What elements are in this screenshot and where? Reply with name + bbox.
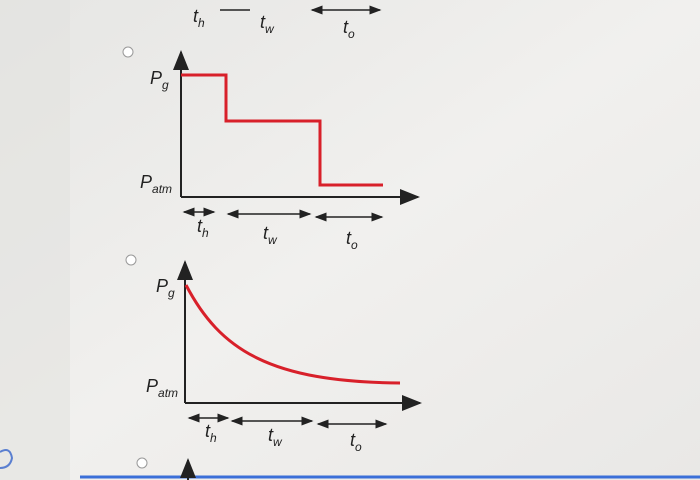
label-subscript: g	[168, 286, 175, 300]
label-base: t	[268, 425, 274, 445]
label-base: t	[350, 430, 356, 450]
label-subscript: w	[265, 22, 275, 36]
label: Pg	[150, 68, 169, 92]
label-subscript: atm	[152, 182, 172, 196]
label-base: P	[150, 68, 162, 88]
pressure-curve	[181, 73, 383, 187]
sidebar	[0, 0, 70, 480]
label: th	[193, 6, 205, 30]
label-subscript: o	[355, 440, 362, 454]
label: tw	[268, 425, 283, 449]
label: to	[343, 17, 355, 41]
label: th	[197, 216, 209, 240]
radio-button[interactable]	[136, 457, 148, 469]
label: tw	[260, 12, 275, 36]
label-base: t	[343, 17, 349, 37]
diagram	[173, 50, 420, 222]
label-base: t	[205, 421, 211, 441]
label-subscript: w	[273, 435, 283, 449]
label-base: t	[260, 12, 266, 32]
radio-button[interactable]	[125, 254, 137, 266]
diagram	[177, 260, 422, 429]
label-subscript: h	[198, 16, 205, 30]
label: Pg	[156, 276, 175, 300]
label: Patm	[140, 172, 172, 196]
label: th	[205, 421, 217, 445]
label-subscript: o	[351, 238, 358, 252]
label: Patm	[146, 376, 178, 400]
label-base: P	[146, 376, 158, 396]
label-base: t	[346, 228, 352, 248]
label: to	[350, 430, 362, 454]
radio-button[interactable]	[122, 46, 134, 58]
label-base: t	[263, 223, 269, 243]
label-subscript: h	[202, 226, 209, 240]
label: to	[346, 228, 358, 252]
label-subscript: h	[210, 431, 217, 445]
label-base: t	[197, 216, 203, 236]
label-subscript: w	[268, 233, 278, 247]
label-base: P	[156, 276, 168, 296]
label-base: P	[140, 172, 152, 192]
label-subscript: atm	[158, 386, 178, 400]
label-subscript: g	[162, 78, 169, 92]
label-subscript: o	[348, 27, 355, 41]
pressure-curve	[184, 284, 401, 385]
icon	[0, 449, 14, 469]
label-base: t	[193, 6, 199, 26]
label: tw	[263, 223, 278, 247]
